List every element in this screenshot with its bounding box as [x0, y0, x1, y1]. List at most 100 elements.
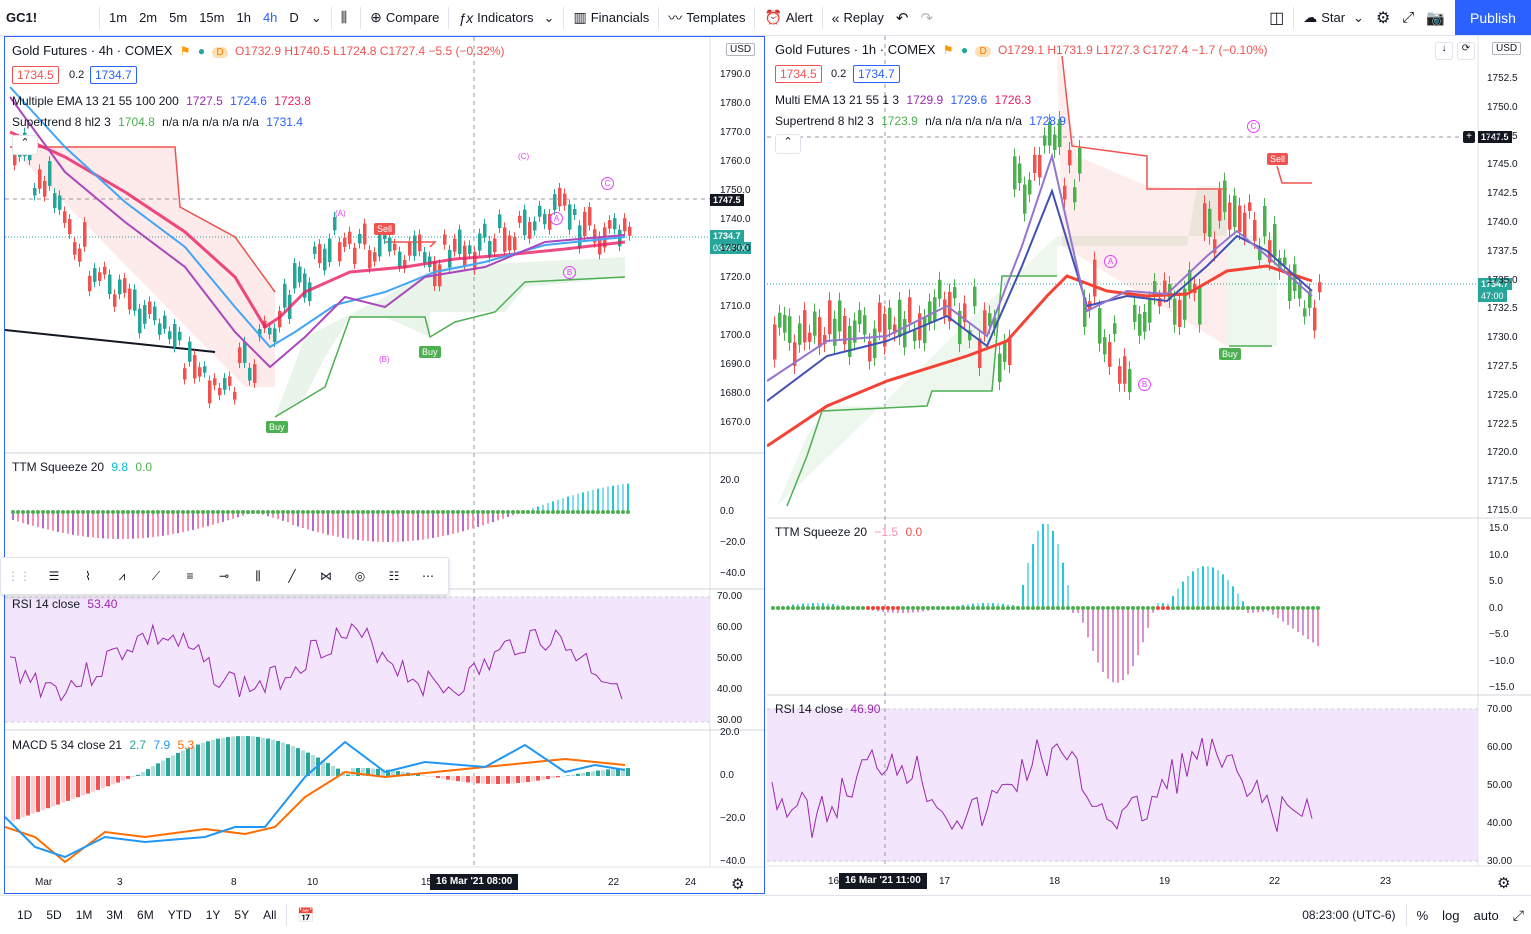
fib-retracement-tool[interactable]: ☰ — [37, 561, 71, 591]
range-all[interactable]: All — [256, 908, 283, 922]
right-rsi-legend[interactable]: RSI 14 close 46.90 — [775, 702, 884, 716]
macd-bar — [141, 772, 145, 776]
squeeze-dot — [891, 606, 895, 610]
range-1y[interactable]: 1Y — [199, 908, 228, 922]
right-bid-box[interactable]: 1734.5 — [775, 65, 822, 83]
candle — [148, 301, 152, 313]
trendline-tool[interactable]: ⟋ — [139, 561, 173, 591]
redo-button[interactable]: ↷ — [914, 0, 939, 35]
chart-type-button[interactable]: ⫼ — [335, 0, 357, 35]
collapse-legend-button[interactable]: ⌃ — [775, 134, 801, 154]
compare-button[interactable]: ⊕Compare — [364, 0, 445, 35]
candle — [58, 195, 62, 209]
left-ttm-legend[interactable]: TTM Squeeze 20 9.8 0.0 — [12, 460, 156, 474]
left-bid-box[interactable]: 1734.5 — [12, 66, 59, 84]
macd-bar — [591, 771, 595, 776]
candle — [353, 248, 357, 264]
left-macd-legend[interactable]: MACD 5 34 close 21 2.7 7.9 5.3 — [12, 738, 198, 752]
publish-button[interactable]: Publish — [1455, 0, 1531, 35]
macd-bar — [81, 776, 85, 795]
replay-button[interactable]: «Replay — [826, 0, 890, 35]
vertical-line-tool[interactable]: ⫼ — [241, 561, 275, 591]
drawing-toolbar[interactable]: ⋮⋮ ☰ ⌇ ⩘ ⟋ ≡ ⊸ ⫼ ╱ ⋈ ◎ ☷ ⋯ — [0, 557, 449, 595]
clock[interactable]: 08:23:00 (UTC-6) — [1295, 908, 1402, 922]
interval-1d[interactable]: D — [283, 0, 304, 35]
interval-5m[interactable]: 5m — [163, 0, 193, 35]
auto-toggle[interactable]: auto — [1466, 908, 1505, 923]
range-1d[interactable]: 1D — [10, 908, 39, 922]
squeeze-dot — [116, 510, 120, 514]
star-button[interactable]: ☁Star⌄ — [1297, 0, 1370, 35]
macd-bar — [46, 776, 50, 808]
right-ttm-legend[interactable]: TTM Squeeze 20 −1.5 0.0 — [775, 525, 926, 539]
candle — [343, 238, 347, 247]
interval-1h[interactable]: 1h — [230, 0, 256, 35]
interval-1m[interactable]: 1m — [103, 0, 133, 35]
left-rsi-legend[interactable]: RSI 14 close 53.40 — [12, 597, 121, 611]
right-supertrend-legend[interactable]: Supertrend 8 hl2 3 1723.9 n/a n/a n/a n/… — [775, 114, 1070, 128]
symbol-search[interactable]: GC1! — [0, 0, 96, 35]
toolbar-divider — [448, 7, 449, 29]
interval-15m[interactable]: 15m — [193, 0, 230, 35]
templates-button[interactable]: 〰Templates — [662, 0, 751, 35]
candle — [453, 239, 457, 252]
squeeze-dot — [1071, 606, 1075, 610]
range-1m[interactable]: 1M — [69, 908, 100, 922]
settings-button[interactable]: ⚙ — [1370, 0, 1396, 35]
left-supertrend-legend[interactable]: Supertrend 8 hl2 3 1704.8 n/a n/a n/a n/… — [12, 115, 307, 129]
range-6m[interactable]: 6M — [130, 908, 161, 922]
right-ema-legend[interactable]: Multi EMA 13 21 55 1 3 1729.9 1729.6 172… — [775, 93, 1035, 107]
fib-channel-tool[interactable]: ⋯ — [411, 561, 445, 591]
left-ema-legend[interactable]: Multiple EMA 13 21 55 100 200 1727.5 172… — [12, 94, 315, 108]
financials-button[interactable]: ▥Financials — [567, 0, 655, 35]
left-chart-settings-button[interactable]: ⚙ — [731, 875, 744, 893]
abcd-tool[interactable]: ⩘ — [105, 561, 139, 591]
left-symbol-legend[interactable]: Gold Futures · 4h · COMEX ⚑ ● D O1732.9 … — [12, 43, 509, 58]
squeeze-dot — [306, 510, 310, 514]
candle — [68, 219, 72, 234]
right-ask-box[interactable]: 1734.7 — [853, 65, 900, 83]
scroll-down-button[interactable]: ↓ — [1435, 42, 1453, 60]
range-ytd[interactable]: YTD — [161, 908, 199, 922]
ray-tool[interactable]: ╱ — [275, 561, 309, 591]
macd-bar — [261, 738, 265, 776]
range-5d[interactable]: 5D — [39, 908, 68, 922]
fullscreen-button[interactable]: ⤢ — [1396, 0, 1420, 35]
interval-2m[interactable]: 2m — [133, 0, 163, 35]
range-5y[interactable]: 5Y — [227, 908, 256, 922]
candle — [523, 210, 527, 236]
rsi-tick: 50.00 — [717, 653, 742, 664]
goto-date-button[interactable]: 📅 — [290, 907, 321, 924]
spiral-tool[interactable]: ◎ — [343, 561, 377, 591]
right-symbol-legend[interactable]: Gold Futures · 1h · COMEX ⚑ ● D O1729.1 … — [775, 42, 1272, 57]
left-chart[interactable]: Gold Futures · 4h · COMEX ⚑ ● D O1732.9 … — [4, 36, 765, 894]
undo-button[interactable]: ↶ — [890, 0, 915, 35]
pattern-tool[interactable]: ⋈ — [309, 561, 343, 591]
reset-button[interactable]: ⟳ — [1457, 42, 1475, 60]
squeeze-dot — [591, 510, 595, 514]
right-chart-canvas[interactable] — [767, 36, 1531, 894]
interval-4h[interactable]: 4h — [257, 0, 283, 35]
percent-toggle[interactable]: % — [1410, 908, 1436, 923]
range-3m[interactable]: 3M — [99, 908, 130, 922]
abc-icon: ⩘ — [119, 569, 126, 584]
elliott-wave-tool[interactable]: ⌇ — [71, 561, 105, 591]
log-toggle[interactable]: log — [1435, 908, 1466, 923]
fib-timezone-tool[interactable]: ☷ — [377, 561, 411, 591]
right-chart-settings-button[interactable]: ⚙ — [1497, 874, 1510, 892]
horizontal-line-tool[interactable]: ⊸ — [207, 561, 241, 591]
layout-button[interactable]: ◫ — [1263, 0, 1290, 35]
alert-button[interactable]: ⏰Alert — [758, 0, 818, 35]
interval-dropdown-icon[interactable]: ⌄ — [305, 0, 328, 35]
channel-tool[interactable]: ≡ — [173, 561, 207, 591]
add-alert-icon[interactable]: + — [1463, 131, 1475, 143]
squeeze-dot — [851, 606, 855, 610]
collapse-legend-button[interactable]: ⌃ — [12, 135, 38, 155]
drag-handle-icon[interactable]: ⋮⋮ — [7, 569, 31, 583]
left-ask-box[interactable]: 1734.7 — [90, 66, 137, 84]
fullscreen-toggle[interactable]: ⤢ — [1506, 907, 1531, 924]
right-chart[interactable]: Gold Futures · 1h · COMEX ⚑ ● D O1729.1 … — [767, 36, 1531, 894]
snapshot-button[interactable]: 📷 — [1420, 0, 1451, 35]
candle — [393, 244, 397, 251]
